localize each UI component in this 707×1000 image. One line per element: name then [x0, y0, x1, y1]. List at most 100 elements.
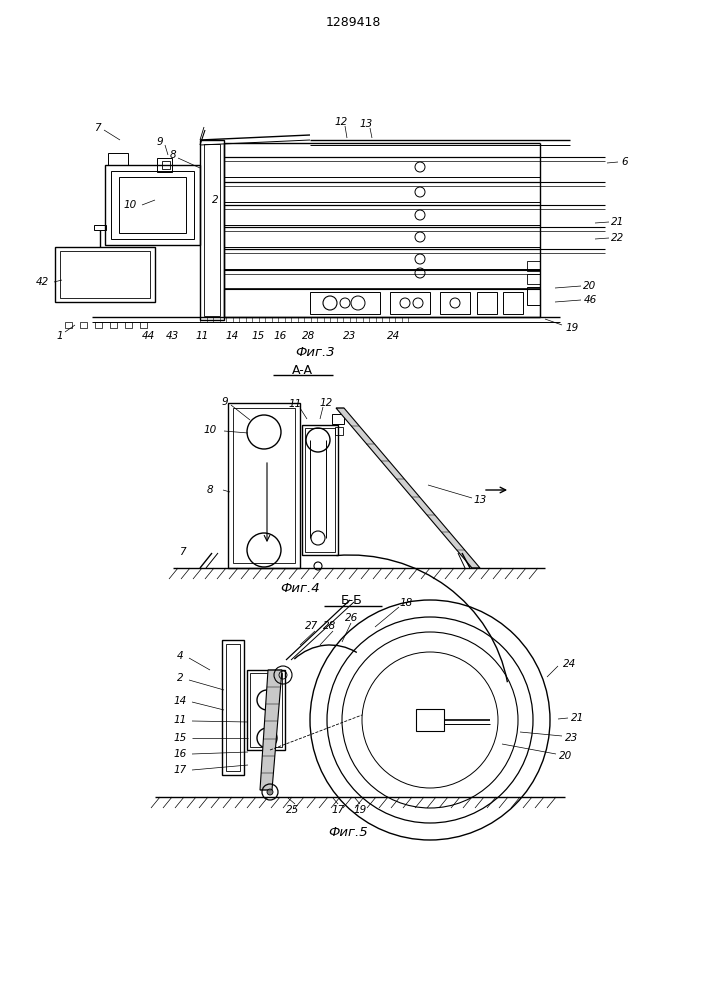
Bar — [310, 292, 380, 314]
Circle shape — [267, 789, 273, 795]
Text: Б-Б: Б-Б — [341, 594, 363, 607]
Text: A-A: A-A — [291, 363, 312, 376]
Text: 1289418: 1289418 — [325, 15, 380, 28]
Text: 43: 43 — [165, 331, 179, 341]
Text: 17: 17 — [173, 765, 187, 775]
Bar — [224, 205, 540, 225]
Text: 2: 2 — [177, 673, 183, 683]
Bar — [332, 414, 344, 424]
Text: 7: 7 — [94, 123, 100, 133]
Bar — [226, 644, 240, 771]
Bar — [477, 292, 497, 314]
Bar — [119, 177, 186, 233]
Text: 11: 11 — [288, 399, 302, 409]
Text: 19: 19 — [354, 805, 367, 815]
Bar — [305, 428, 335, 552]
Polygon shape — [260, 670, 282, 790]
Text: Фиг.3: Фиг.3 — [296, 346, 335, 359]
Text: 13: 13 — [359, 119, 373, 129]
Text: 11: 11 — [173, 715, 187, 725]
Bar — [228, 403, 300, 568]
Bar — [224, 227, 540, 247]
Bar — [302, 425, 338, 555]
Text: 26: 26 — [346, 613, 358, 623]
Bar — [200, 140, 224, 320]
Text: 24: 24 — [563, 659, 577, 669]
Text: 14: 14 — [173, 696, 187, 706]
Text: 22: 22 — [612, 233, 624, 243]
Text: 15: 15 — [252, 331, 264, 341]
Bar — [157, 158, 172, 172]
Bar — [108, 153, 128, 165]
Bar — [527, 287, 540, 305]
Text: 23: 23 — [566, 733, 578, 743]
Text: 16: 16 — [173, 749, 187, 759]
Bar — [503, 292, 523, 314]
Text: 15: 15 — [173, 733, 187, 743]
Bar — [335, 427, 343, 435]
Text: 2: 2 — [211, 195, 218, 205]
Bar — [224, 249, 540, 269]
Text: 7: 7 — [179, 547, 185, 557]
Text: Фиг.5: Фиг.5 — [328, 826, 368, 838]
Text: 17: 17 — [332, 805, 344, 815]
Text: 27: 27 — [305, 621, 319, 631]
Text: 23: 23 — [344, 331, 356, 341]
Bar — [527, 261, 540, 271]
Bar — [224, 289, 540, 317]
Text: 4: 4 — [177, 651, 183, 661]
Text: 11: 11 — [195, 331, 209, 341]
Text: 24: 24 — [387, 331, 401, 341]
Bar — [80, 322, 87, 328]
Bar — [125, 322, 132, 328]
Bar — [527, 274, 540, 284]
Bar — [60, 251, 150, 298]
Bar — [65, 322, 72, 328]
Text: 20: 20 — [583, 281, 597, 291]
Text: 46: 46 — [583, 295, 597, 305]
Bar — [416, 709, 444, 731]
Bar — [222, 640, 244, 775]
Text: 9: 9 — [222, 397, 228, 407]
Text: 14: 14 — [226, 331, 239, 341]
Text: 8: 8 — [206, 485, 214, 495]
Bar — [224, 157, 540, 177]
Bar — [95, 322, 102, 328]
Text: 20: 20 — [559, 751, 573, 761]
Text: 6: 6 — [621, 157, 629, 167]
Text: 21: 21 — [571, 713, 585, 723]
Text: 12: 12 — [334, 117, 348, 127]
Bar — [110, 322, 117, 328]
Bar — [440, 292, 470, 314]
Text: 28: 28 — [303, 331, 315, 341]
Bar — [390, 292, 430, 314]
Text: 25: 25 — [286, 805, 300, 815]
Bar — [140, 322, 147, 328]
Bar — [224, 182, 540, 202]
Text: Фиг.4: Фиг.4 — [280, 582, 320, 594]
Text: 10: 10 — [124, 200, 136, 210]
Bar — [94, 225, 106, 230]
Text: 16: 16 — [274, 331, 286, 341]
Text: 12: 12 — [320, 398, 332, 408]
Text: 13: 13 — [474, 495, 486, 505]
Polygon shape — [336, 408, 480, 568]
Text: 42: 42 — [35, 277, 49, 287]
Text: 28: 28 — [323, 621, 337, 631]
Text: 8: 8 — [170, 150, 176, 160]
Bar — [233, 408, 295, 563]
Bar — [162, 161, 170, 169]
Bar — [55, 247, 155, 302]
Text: 44: 44 — [141, 331, 155, 341]
Text: 19: 19 — [566, 323, 578, 333]
Text: 10: 10 — [204, 425, 216, 435]
Text: 21: 21 — [612, 217, 624, 227]
Text: 1: 1 — [57, 331, 64, 341]
Text: 18: 18 — [399, 598, 413, 608]
Bar — [204, 144, 220, 316]
Bar — [105, 165, 200, 245]
Bar — [247, 670, 285, 750]
Text: 9: 9 — [157, 137, 163, 147]
Bar — [250, 673, 282, 747]
Bar — [111, 171, 194, 239]
